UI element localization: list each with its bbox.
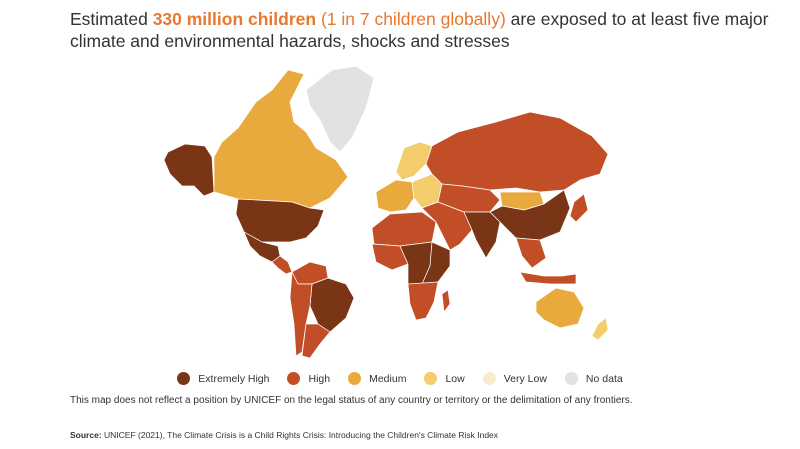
source-text: UNICEF (2021), The Climate Crisis is a C… [101, 430, 499, 440]
region-southern-africa [407, 281, 439, 321]
region-greenland [305, 65, 375, 153]
region-western-europe [375, 179, 415, 213]
legend-item-very-low: Very Low [482, 372, 547, 385]
legend-label: Medium [369, 372, 407, 385]
legend-label: No data [585, 372, 623, 385]
title-highlight-count: 330 million children [152, 9, 317, 29]
map-title: Estimated 330 million children (1 in 7 c… [70, 8, 770, 52]
legend-label: Extremely High [198, 372, 270, 385]
region-indonesia [519, 271, 577, 285]
region-scandinavia [395, 141, 433, 181]
map-legend: Extremely High High Medium Low Very Low … [0, 372, 800, 385]
region-brazil [309, 277, 355, 333]
legend-item-medium: Medium [348, 372, 406, 385]
region-south-asia [463, 211, 501, 259]
legend-swatch [177, 372, 191, 385]
region-argentina [301, 323, 331, 359]
legend-item-extremely-high: Extremely High [177, 372, 269, 385]
source-label: Source: [70, 430, 102, 440]
legend-label: Very Low [503, 372, 547, 385]
map-disclaimer: This map does not reflect a position by … [70, 395, 633, 406]
region-southeast-asia [515, 237, 547, 269]
region-north-africa [371, 211, 437, 247]
region-new-zealand [591, 317, 609, 341]
region-madagascar [441, 289, 451, 313]
legend-item-high: High [287, 372, 330, 385]
region-alaska [163, 143, 215, 197]
legend-swatch [348, 372, 362, 385]
legend-swatch [564, 372, 578, 385]
title-part-1: Estimated [70, 9, 153, 29]
legend-swatch [424, 372, 438, 385]
region-australia [535, 287, 585, 329]
region-japan [569, 193, 589, 223]
legend-swatch [287, 372, 301, 385]
title-highlight-share: (1 in 7 children globally) [320, 9, 506, 29]
title-part-3: are exposed to at least five major clima… [70, 9, 769, 51]
region-china [489, 189, 571, 241]
world-map [163, 65, 609, 359]
legend-item-low: Low [424, 372, 465, 385]
region-west-africa [371, 243, 409, 271]
legend-label: Low [445, 372, 465, 385]
region-russia [425, 111, 609, 193]
source-note: Source: UNICEF (2021), The Climate Crisi… [70, 430, 498, 440]
region-united-states [235, 198, 325, 243]
legend-item-no-data: No data [564, 372, 623, 385]
legend-label: High [308, 372, 331, 385]
legend-swatch [482, 372, 496, 385]
region-central-asia [437, 183, 501, 213]
